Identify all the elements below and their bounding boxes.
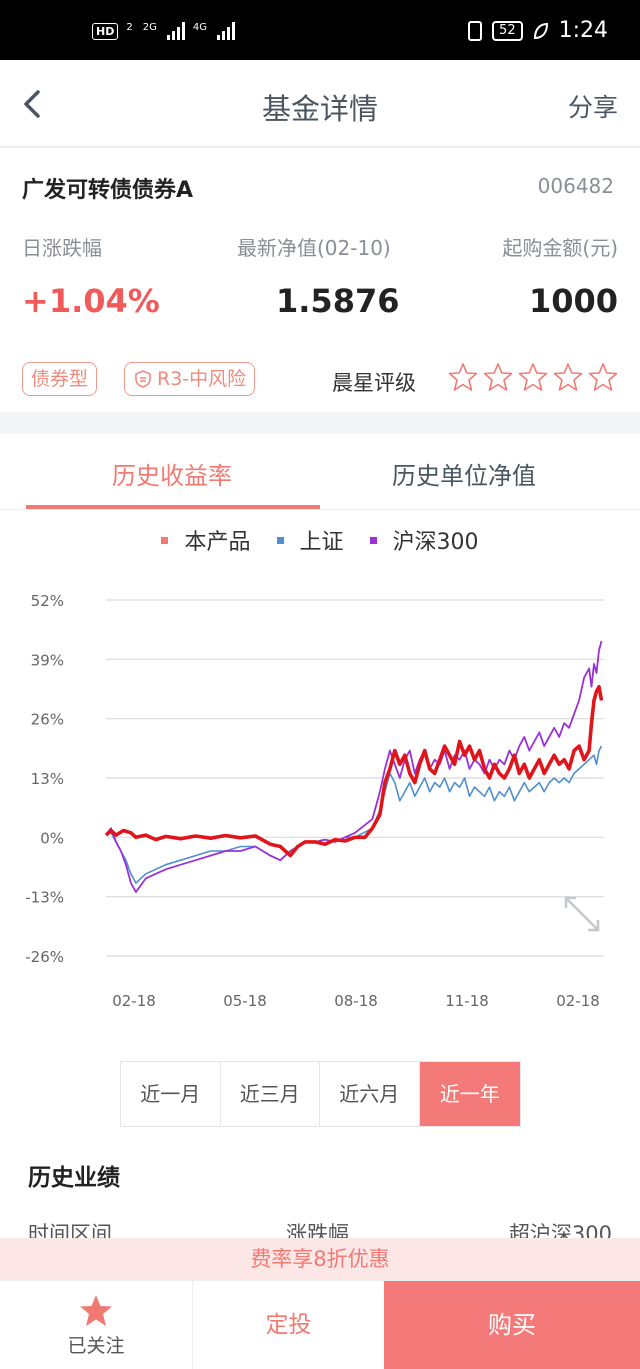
follow-label: 已关注	[67, 1335, 125, 1357]
x-tick-label: 05-18	[223, 992, 267, 1010]
rating-star-icon	[483, 363, 513, 391]
rating-stars	[448, 362, 618, 392]
rating-star-icon	[518, 363, 548, 391]
morningstar-rating-label: 晨星评级	[332, 371, 416, 395]
legend-swatch-sse	[276, 536, 284, 544]
rating-star-icon	[553, 363, 583, 391]
hd-sub-label: 2	[126, 22, 133, 33]
legend-swatch-csi300	[369, 536, 377, 544]
section-divider	[0, 412, 640, 434]
share-button[interactable]: 分享	[567, 93, 618, 122]
risk-level-tag: R3-中风险	[124, 362, 256, 396]
tab-historical-return[interactable]: 历史收益率	[112, 462, 232, 490]
tab-historical-nav[interactable]: 历史单位净值	[392, 462, 536, 490]
signal-icon	[166, 22, 185, 40]
period-1m-button[interactable]: 近一月	[121, 1062, 221, 1126]
expand-icon[interactable]	[564, 896, 600, 932]
fund-info-card: 广发可转债债券A 006482 日涨跌幅 最新净值(02-10) 起购金额(元)…	[0, 150, 640, 412]
fund-type-label: 债券型	[31, 367, 89, 390]
legend-label-product: 本产品	[184, 530, 251, 555]
y-tick-label: -13%	[25, 889, 64, 907]
x-tick-label: 11-18	[445, 992, 489, 1010]
legend-swatch-product	[161, 536, 169, 544]
hd-badge: HD	[92, 22, 119, 40]
clock: 1:24	[558, 18, 608, 43]
chart-legend: 本产品 上证 沪深300	[0, 524, 640, 556]
history-performance-title: 历史业绩	[28, 1165, 120, 1191]
y-tick-label: 13%	[31, 770, 64, 788]
tab-active-indicator	[26, 505, 320, 509]
fund-type-tag: 债券型	[22, 362, 98, 396]
network-label-1: 2G	[142, 22, 157, 33]
nav-value: 1.5876	[276, 282, 400, 320]
chart-tabs: 历史收益率 历史单位净值	[0, 434, 640, 510]
network-label-2: 4G	[192, 22, 207, 33]
y-tick-label: -26%	[25, 948, 64, 966]
min-purchase-label: 起购金额(元)	[502, 236, 618, 260]
chevron-left-icon[interactable]	[14, 84, 54, 124]
star-filled-icon	[80, 1295, 112, 1326]
fund-code: 006482	[537, 174, 614, 198]
series-line-sse	[105, 745, 603, 884]
status-bar: HD 2 2G 4G 52 1:24	[0, 0, 640, 60]
status-left: HD 2 2G 4G	[92, 22, 235, 40]
daily-change-label: 日涨跌幅	[22, 236, 102, 260]
y-tick-label: 39%	[31, 651, 64, 669]
series-line-product	[104, 684, 604, 858]
nav-label: 最新净值(02-10)	[237, 236, 391, 260]
min-purchase-value: 1000	[528, 282, 618, 320]
y-tick-label: 26%	[31, 711, 64, 729]
page-title: 基金详情	[261, 92, 378, 126]
legend-item-product: 本产品	[161, 524, 251, 556]
rating-star-icon	[588, 363, 618, 391]
status-right: 52 1:24	[468, 18, 608, 43]
signal-icon-2	[216, 22, 235, 40]
fee-discount-banner[interactable]: 费率享8折优惠	[0, 1238, 640, 1280]
x-tick-label: 08-18	[334, 992, 378, 1010]
daily-change-value: +1.04%	[22, 282, 160, 320]
shield-icon	[135, 370, 151, 388]
bottom-action-bar: 已关注 定投 购买	[0, 1280, 640, 1369]
rating-star-icon	[448, 363, 478, 391]
legend-label-sse: 上证	[299, 530, 344, 555]
x-tick-label: 02-18	[556, 992, 600, 1010]
risk-level-label: R3-中风险	[157, 367, 247, 390]
period-selector: 近一月 近三月 近六月 近一年	[120, 1061, 521, 1127]
period-6m-button[interactable]: 近六月	[320, 1062, 420, 1126]
app-header: 基金详情 分享	[0, 60, 640, 148]
follow-button[interactable]: 已关注	[0, 1281, 192, 1369]
vibrate-icon	[468, 20, 483, 41]
x-tick-label: 02-18	[112, 992, 156, 1010]
leaf-icon	[533, 22, 548, 39]
fund-name: 广发可转债债券A	[22, 178, 194, 203]
legend-label-csi300: 沪深300	[392, 530, 479, 555]
y-tick-label: 0%	[40, 829, 64, 847]
series-line-csi300	[105, 640, 603, 893]
period-3m-button[interactable]: 近三月	[221, 1062, 320, 1126]
legend-item-sse: 上证	[276, 524, 344, 556]
y-tick-label: 52%	[31, 592, 64, 610]
buy-button[interactable]: 购买	[384, 1281, 640, 1369]
legend-item-csi300: 沪深300	[369, 524, 479, 556]
return-line-chart[interactable]: 52% 39% 26% 13% 0% -13% -26% 02-18 05-18 08-18 11-…	[0, 580, 640, 1020]
period-1y-button[interactable]: 近一年	[419, 1062, 520, 1126]
battery-indicator: 52	[492, 20, 523, 41]
sip-button[interactable]: 定投	[192, 1281, 384, 1369]
